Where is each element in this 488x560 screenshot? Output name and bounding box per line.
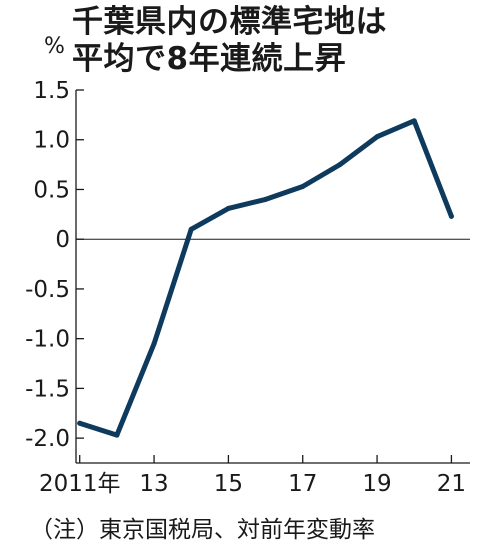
data-point xyxy=(374,134,380,140)
y-unit-label: % xyxy=(44,34,65,59)
data-point xyxy=(225,205,231,211)
source-note: （注）東京国税局、対前年変動率 xyxy=(30,517,375,543)
x-axis-ticks: 2011年 13 15 17 19 21 xyxy=(39,455,466,497)
data-point xyxy=(263,196,269,202)
title-line-1: 千葉県内の標準宅地は xyxy=(72,4,387,40)
y-tick-label: 1.5 xyxy=(33,78,70,104)
title-line-2: 平均で8年連続上昇 xyxy=(72,41,347,77)
y-tick-label: -1.0 xyxy=(25,327,70,353)
data-point xyxy=(151,341,157,347)
x-tick-label: 17 xyxy=(288,471,317,497)
y-tick-label: 0.5 xyxy=(33,177,70,203)
series-group xyxy=(77,118,454,438)
x-tick-label: 19 xyxy=(362,471,391,497)
data-point xyxy=(448,213,454,219)
y-axis-ticks: 1.5 1.0 0.5 0 -0.5 -1.0 -1.5 -2.0 xyxy=(25,78,84,452)
data-point xyxy=(114,432,120,438)
chart-title: 千葉県内の標準宅地は 平均で8年連続上昇 xyxy=(72,4,482,78)
data-point xyxy=(411,118,417,124)
y-tick-label: 1.0 xyxy=(33,128,70,154)
data-point xyxy=(188,226,194,232)
y-tick-label: 0 xyxy=(55,227,70,253)
x-tick-label: 15 xyxy=(214,471,243,497)
chart-axes xyxy=(75,90,470,464)
data-point xyxy=(77,420,83,426)
x-tick-label: 2011年 xyxy=(39,471,121,497)
series-line xyxy=(77,118,454,438)
data-point xyxy=(300,183,306,189)
data-point xyxy=(337,162,343,168)
x-tick-label: 13 xyxy=(139,471,168,497)
y-tick-label: -1.5 xyxy=(25,376,70,402)
x-tick-label: 21 xyxy=(437,471,466,497)
y-tick-label: -2.0 xyxy=(25,426,70,452)
y-tick-label: -0.5 xyxy=(25,277,70,303)
